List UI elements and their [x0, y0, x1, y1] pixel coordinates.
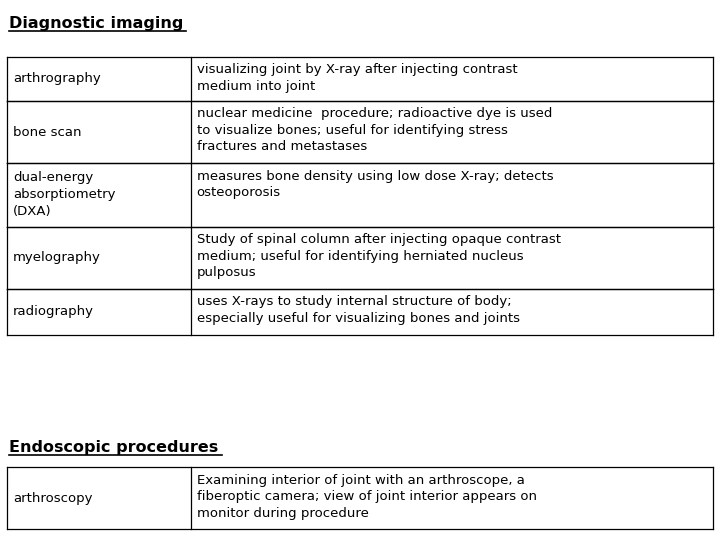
Text: nuclear medicine  procedure; radioactive dye is used
to visualize bones; useful : nuclear medicine procedure; radioactive …: [197, 107, 552, 153]
Text: measures bone density using low dose X-ray; detects
osteoporosis: measures bone density using low dose X-r…: [197, 170, 553, 199]
Text: visualizing joint by X-ray after injecting contrast
medium into joint: visualizing joint by X-ray after injecti…: [197, 63, 517, 93]
Text: Diagnostic imaging: Diagnostic imaging: [9, 16, 184, 31]
Text: dual-energy
absorptiometry
(DXA): dual-energy absorptiometry (DXA): [13, 171, 115, 219]
Text: bone scan: bone scan: [13, 125, 81, 139]
Text: myelography: myelography: [13, 251, 101, 265]
Text: radiography: radiography: [13, 305, 94, 319]
Text: Study of spinal column after injecting opaque contrast
medium; useful for identi: Study of spinal column after injecting o…: [197, 233, 561, 279]
Text: Examining interior of joint with an arthroscope, a
fiberoptic camera; view of jo: Examining interior of joint with an arth…: [197, 474, 536, 519]
Text: Endoscopic procedures: Endoscopic procedures: [9, 440, 219, 455]
Text: arthrography: arthrography: [13, 72, 101, 85]
Text: uses X-rays to study internal structure of body;
especially useful for visualizi: uses X-rays to study internal structure …: [197, 295, 520, 325]
Text: arthroscopy: arthroscopy: [13, 491, 92, 505]
